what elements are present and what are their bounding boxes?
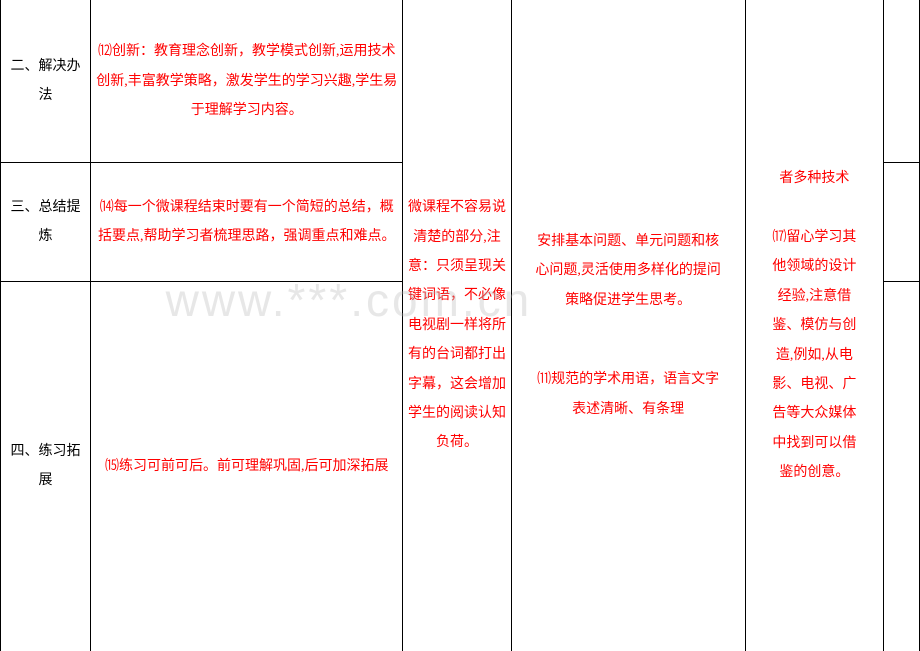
col6-cell-1 — [883, 0, 919, 163]
row-content-2: ⒁每一个微课程结束时要有一个简短的总结，概括要点,帮助学习者梳理思路，强调重点和… — [91, 163, 403, 281]
col4-merged: 安排基本问题、单元问题和核心问题,灵活使用多样化的提问策略促进学生思考。 ⑾规范… — [511, 0, 745, 651]
row-content-1: ⑿创新：教育理念创新，教学模式创新,运用技术创新,丰富教学策略，激发学生的学习兴… — [91, 0, 403, 163]
col6-cell-3 — [883, 281, 919, 651]
col3-merged: 微课程不容易说清楚的部分,注意：只须呈现关键词语，不必像电视剧一样将所有的台词都… — [403, 0, 511, 651]
col4-top-text: 安排基本问题、单元问题和核心问题,灵活使用多样化的提问策略促进学生思考。 — [516, 227, 741, 315]
col6-cell-2 — [883, 163, 919, 281]
table-row: 二、解决办法 ⑿创新：教育理念创新，教学模式创新,运用技术创新,丰富教学策略，激… — [1, 0, 920, 163]
col5-merged: 者多种技术 ⒄留心学习其他领域的设计经验,注意借鉴、模仿与创造,例如,从电影、电… — [745, 0, 883, 651]
col5-bottom-text: ⒄留心学习其他领域的设计经验,注意借鉴、模仿与创造,例如,从电影、电视、广告等大… — [750, 223, 879, 488]
row-label-2: 三、总结提炼 — [1, 163, 91, 281]
content-table: 二、解决办法 ⑿创新：教育理念创新，教学模式创新,运用技术创新,丰富教学策略，激… — [0, 0, 920, 651]
row-label-1: 二、解决办法 — [1, 0, 91, 163]
row-label-3: 四、练习拓展 — [1, 281, 91, 651]
col5-top-text: 者多种技术 — [750, 164, 879, 193]
col4-bottom-text: ⑾规范的学术用语，语言文字表述清晰、有条理 — [516, 365, 741, 424]
row-content-3: ⒂练习可前可后。前可理解巩固,后可加深拓展 — [91, 281, 403, 651]
